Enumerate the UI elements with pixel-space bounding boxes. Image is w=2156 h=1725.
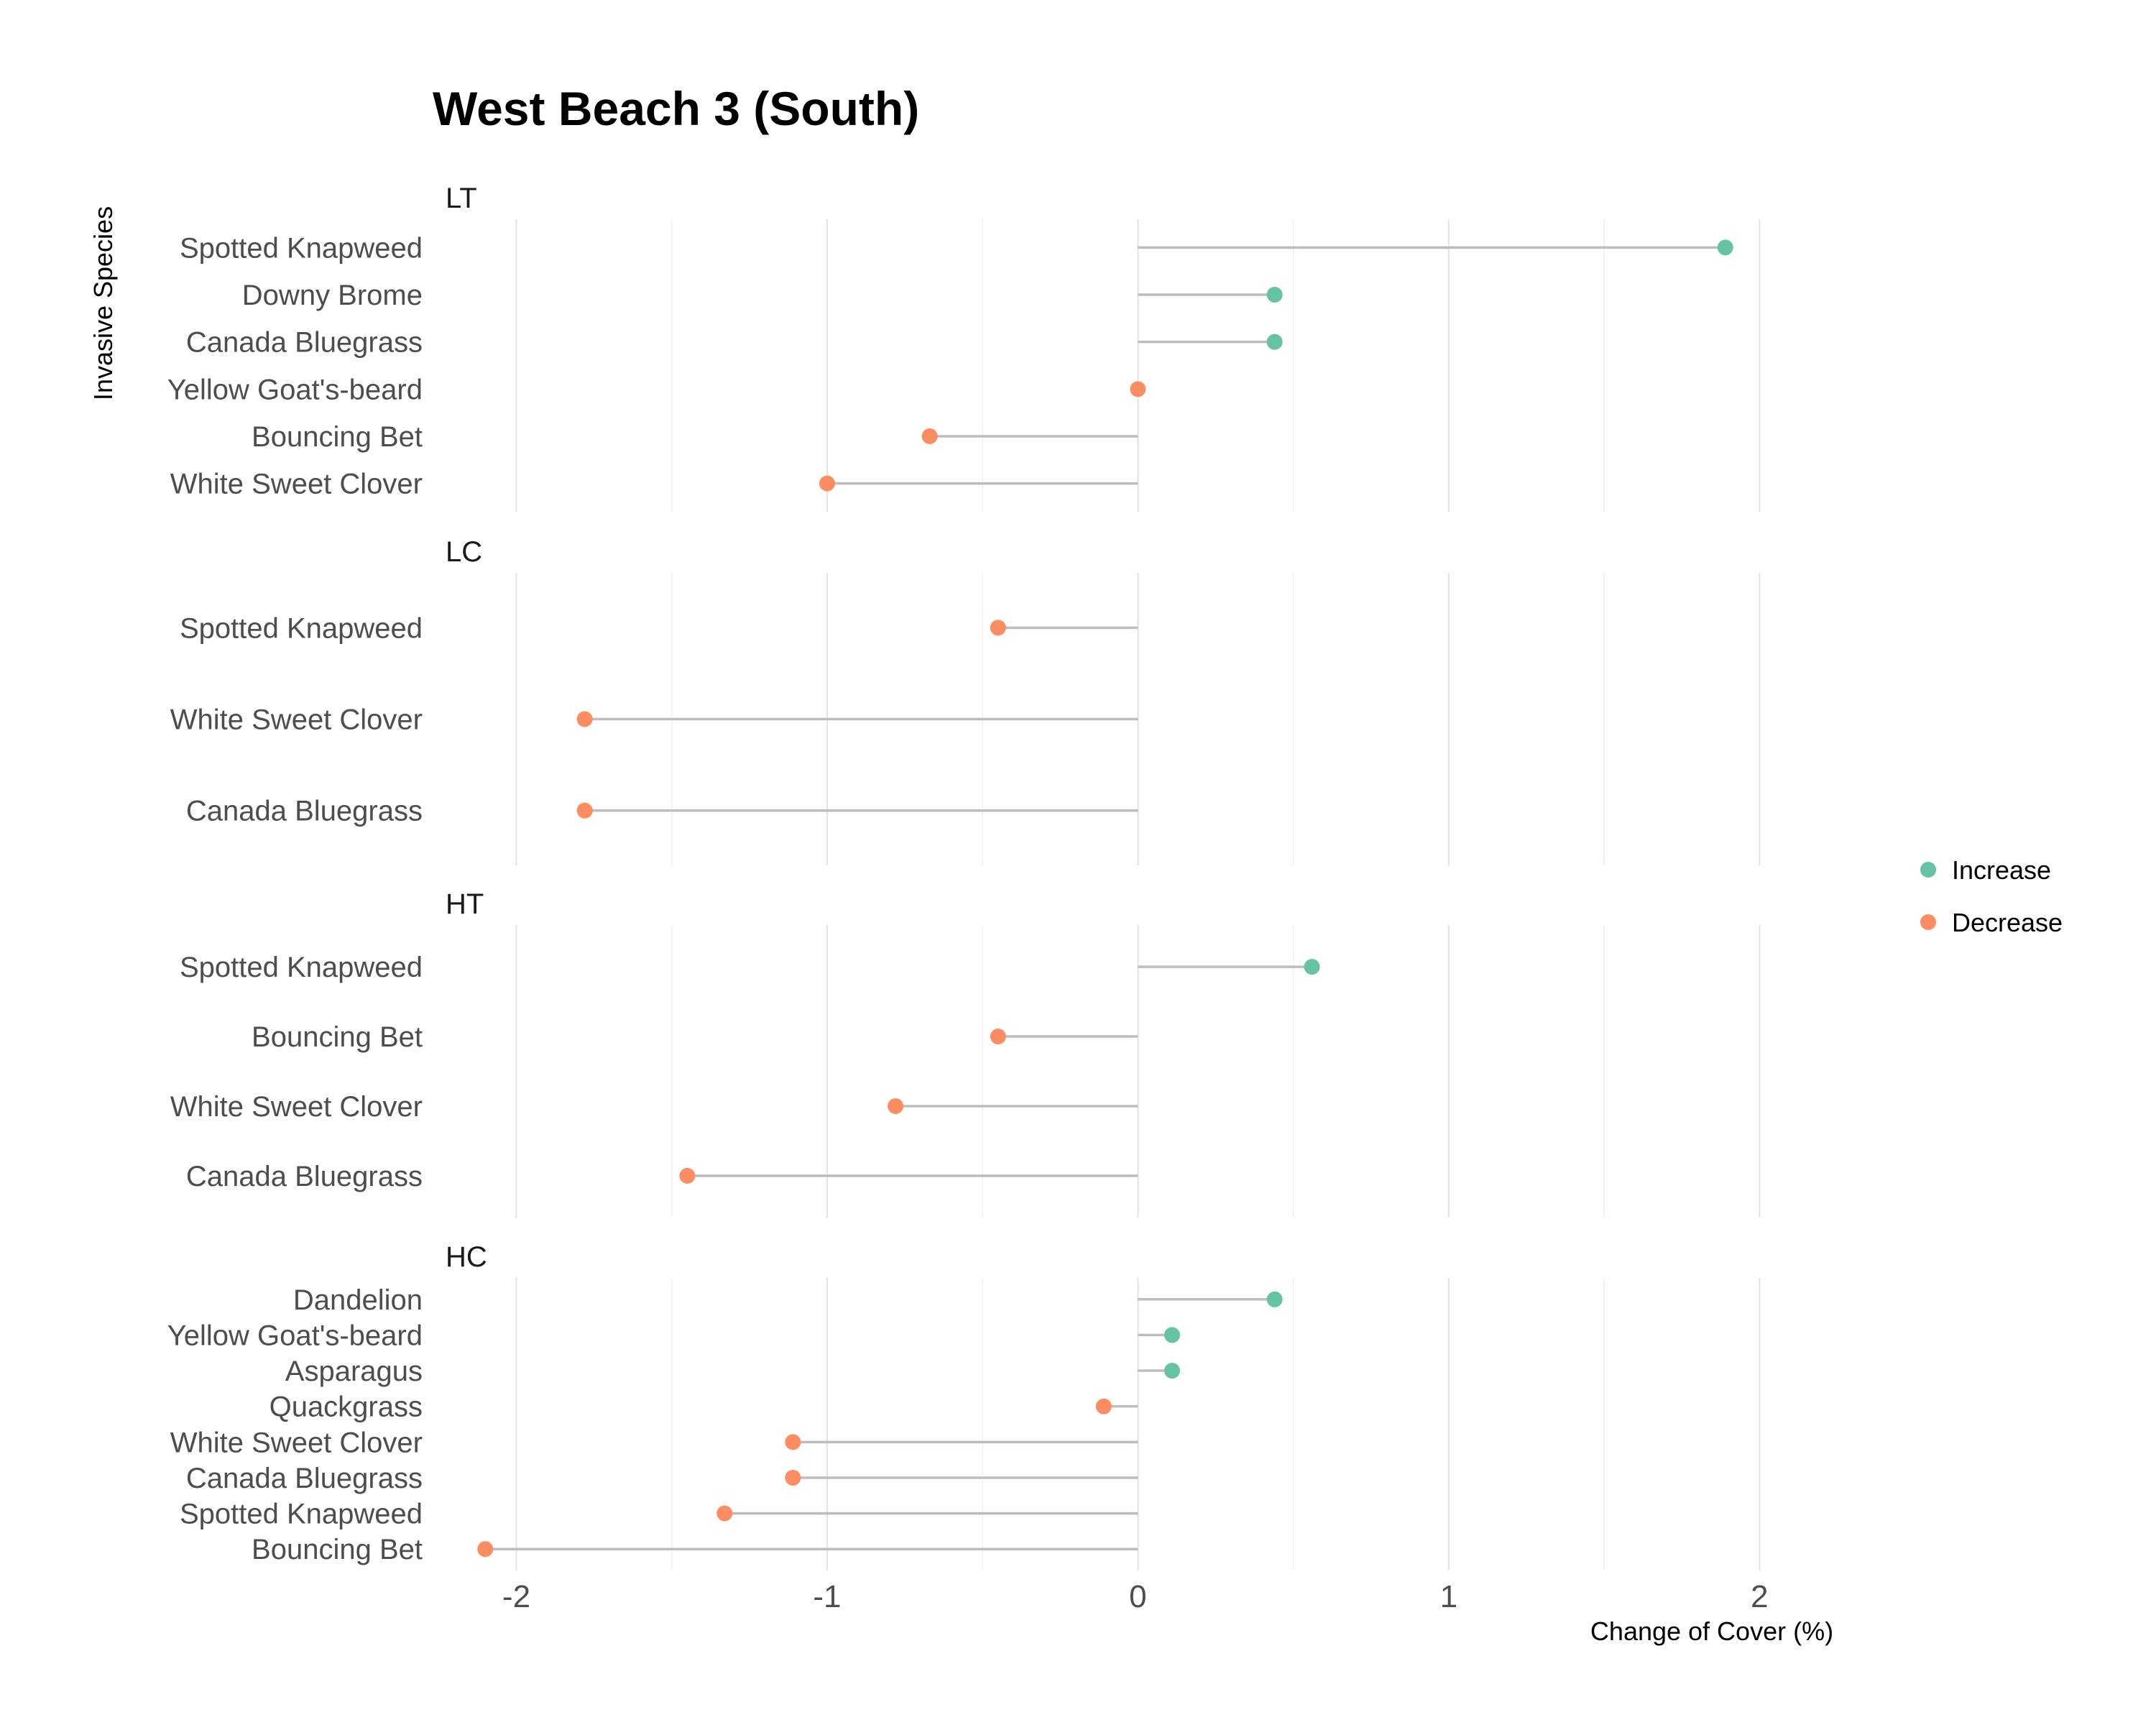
facet-panel-hc: HC Dandelion Yellow Goat's-beard Asparagus Q… [167, 1241, 1761, 1570]
data-point [1304, 959, 1320, 975]
category-label: White Sweet Clover [170, 469, 423, 500]
facet-panel-lt: LT Spotted Knapweed Downy Brome Canada Blue… [167, 183, 1761, 512]
facet-panel-lc: LC Spotted Knapweed White Sweet Clover Cana… [170, 536, 1761, 865]
category-label: Bouncing Bet [252, 1021, 423, 1053]
data-point [1164, 1327, 1180, 1343]
data-point [477, 1541, 494, 1558]
data-point [990, 1029, 1006, 1045]
facet-label: LT [446, 183, 477, 214]
data-point [990, 620, 1006, 636]
x-tick-label: 1 [1440, 1579, 1457, 1614]
y-axis-label: Invasive Species [88, 206, 118, 400]
data-point [717, 1505, 733, 1522]
category-label: Asparagus [285, 1356, 423, 1387]
category-label: Yellow Goat's-beard [167, 374, 423, 405]
category-label: Quackgrass [270, 1392, 423, 1423]
x-tick-label: -2 [502, 1579, 530, 1614]
category-label: Spotted Knapweed [180, 952, 423, 983]
data-point [1266, 287, 1283, 303]
x-tick-label: 2 [1751, 1579, 1768, 1614]
facet-label: HC [446, 1241, 487, 1273]
data-point [888, 1098, 904, 1114]
data-point [785, 1434, 801, 1450]
facet-panels: LT Spotted Knapweed Downy Brome Canada Blue… [167, 183, 1761, 1570]
x-axis-label: Change of Cover (%) [1590, 1616, 1833, 1646]
x-tick-label: 0 [1129, 1579, 1146, 1614]
category-label: Spotted Knapweed [180, 612, 423, 644]
x-tick-label: -1 [813, 1579, 841, 1614]
category-label: Spotted Knapweed [180, 1499, 423, 1530]
category-label: Dandelion [293, 1284, 423, 1316]
data-point [576, 802, 593, 819]
data-point [785, 1469, 801, 1486]
legend-key [1920, 914, 1936, 930]
category-label: Canada Bluegrass [186, 1463, 423, 1494]
data-point [576, 711, 593, 727]
legend: Increase Decrease [1920, 855, 2063, 937]
category-label: Bouncing Bet [252, 421, 423, 453]
category-label: Downy Brome [242, 280, 423, 311]
category-label: Canada Bluegrass [186, 796, 423, 827]
category-label: Bouncing Bet [252, 1534, 423, 1565]
facet-panel-ht: HT Spotted Knapweed Bouncing Bet White Swee… [170, 888, 1761, 1218]
data-point [1095, 1398, 1112, 1414]
legend-label: Increase [1952, 855, 2051, 885]
category-label: Yellow Goat's-beard [167, 1320, 423, 1351]
data-point [679, 1167, 696, 1184]
category-label: Canada Bluegrass [186, 327, 423, 359]
data-point [1266, 1291, 1283, 1307]
category-label: White Sweet Clover [170, 1427, 423, 1458]
data-point [1130, 381, 1146, 397]
chart-title: West Beach 3 (South) [433, 82, 919, 135]
x-axis-ticks: -2 -1 0 1 2 [502, 1579, 1769, 1614]
data-point [921, 428, 938, 444]
data-point [819, 475, 835, 492]
facet-label: LC [446, 536, 482, 568]
category-label: Spotted Knapweed [180, 232, 423, 264]
category-label: Canada Bluegrass [186, 1161, 423, 1192]
legend-label: Decrease [1952, 908, 2063, 937]
facet-label: HT [446, 888, 484, 920]
data-point [1266, 334, 1283, 350]
category-label: White Sweet Clover [170, 704, 423, 736]
legend-key [1920, 862, 1936, 878]
data-point [1717, 239, 1733, 256]
data-point [1164, 1363, 1180, 1379]
category-label: White Sweet Clover [170, 1091, 423, 1123]
